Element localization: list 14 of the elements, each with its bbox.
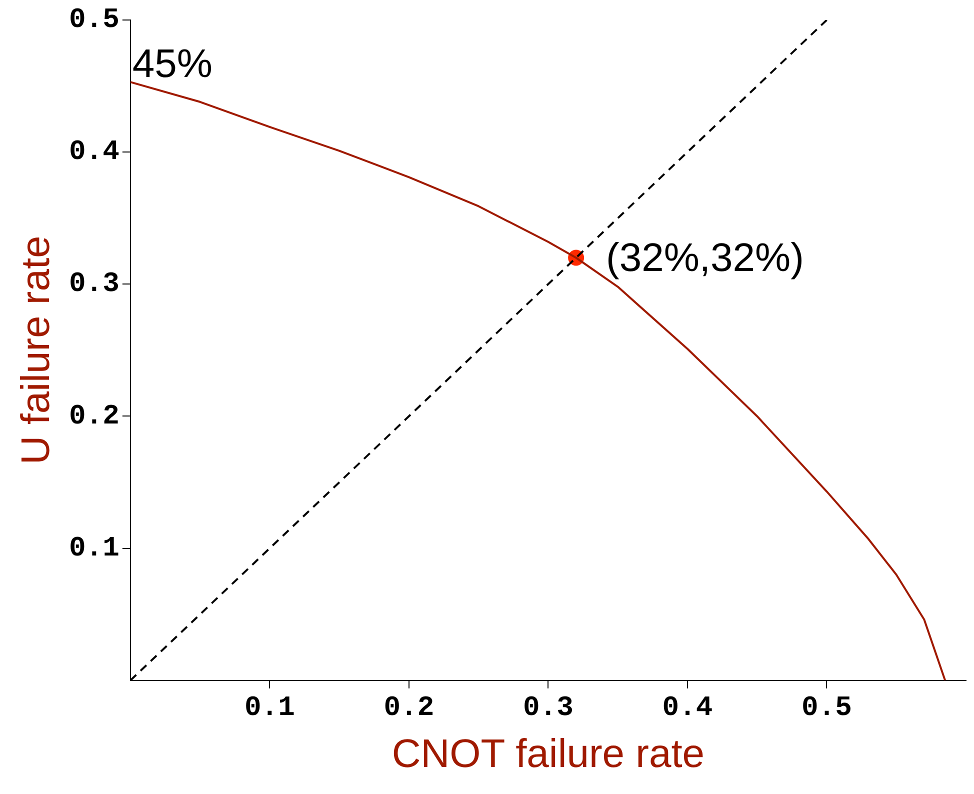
x-tick-label: 0.4 [662,693,713,724]
y-tick-label: 0.3 [68,269,120,300]
y-tick-label: 0.5 [68,5,120,36]
x-tick-label: 0.2 [384,693,434,724]
annotation: 45% [132,42,212,86]
y-tick-label: 0.1 [68,533,120,564]
annotation: (32%,32%) [606,236,804,280]
y-tick-label: 0.2 [68,401,120,432]
x-axis-title: CNOT failure rate [392,732,705,776]
x-tick-label: 0.3 [522,693,574,724]
x-tick-label: 0.1 [244,693,295,724]
x-tick-label: 0.5 [802,693,852,724]
y-axis-title: U failure rate [14,236,58,465]
y-tick-label: 0.4 [68,137,120,168]
